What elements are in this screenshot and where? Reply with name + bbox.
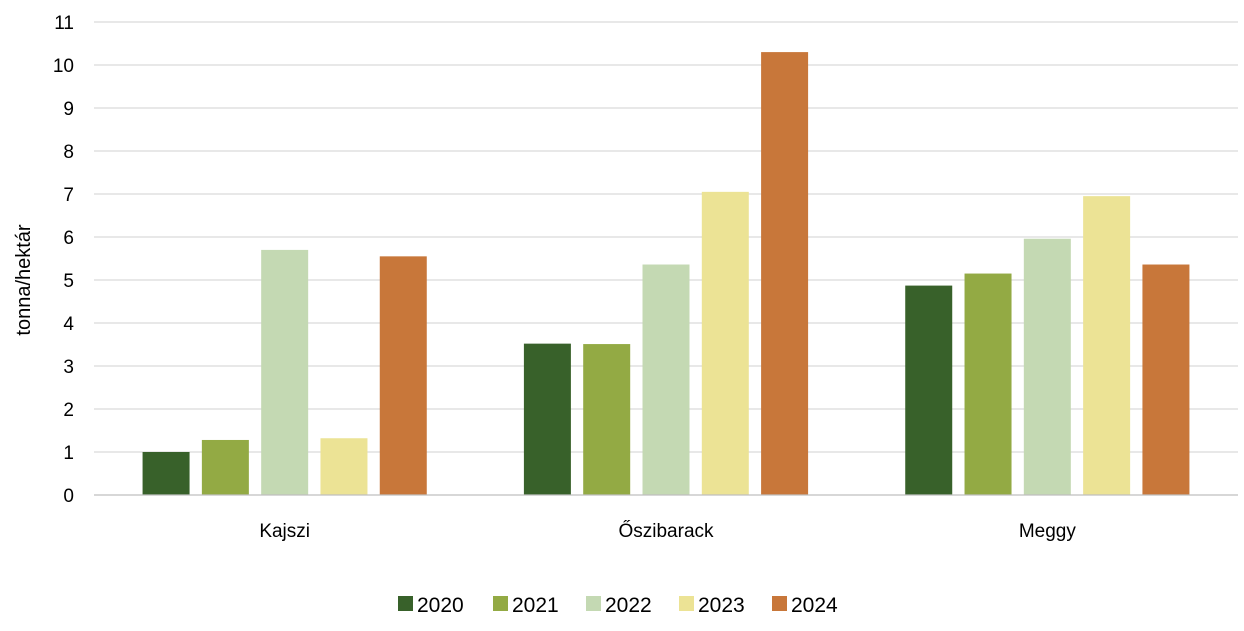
y-tick-label: 10 <box>53 56 74 77</box>
legend-label: 2022 <box>605 594 652 617</box>
legend-swatch-2023 <box>679 596 694 611</box>
bar-2021-2 <box>964 273 1012 495</box>
y-tick-label: 7 <box>63 185 74 206</box>
legend-label: 2023 <box>698 594 745 617</box>
y-axis-title: tonna/hektár <box>13 224 35 336</box>
y-tick-label: 9 <box>63 99 74 120</box>
bar-2022-0 <box>261 249 309 495</box>
bar-2023-1 <box>701 191 749 495</box>
category-labels: Kajszi Őszibarack Meggy <box>259 520 1076 542</box>
bar-2024-0 <box>379 256 427 495</box>
legend-swatch-2022 <box>586 596 601 611</box>
category-label: Kajszi <box>259 521 310 542</box>
legend: 2020 2021 2022 2023 2024 <box>398 594 838 617</box>
y-tick-label: 1 <box>63 443 74 464</box>
y-tick-label: 2 <box>63 400 74 421</box>
legend-label: 2024 <box>791 594 838 617</box>
y-tick-label: 5 <box>63 271 74 292</box>
y-tick-label: 6 <box>63 228 74 249</box>
category-label: Őszibarack <box>618 520 714 542</box>
legend-label: 2020 <box>417 594 464 617</box>
y-tick-label: 4 <box>63 314 74 335</box>
legend-swatch-2024 <box>772 596 787 611</box>
legend-swatch-2020 <box>398 596 413 611</box>
bar-2024-1 <box>761 52 809 495</box>
bar-2021-1 <box>583 344 631 495</box>
bar-2022-1 <box>642 264 690 495</box>
y-tick-label: 11 <box>54 13 74 34</box>
y-tick-label: 0 <box>63 486 74 507</box>
bar-2023-0 <box>320 438 368 495</box>
bar-2021-0 <box>201 439 249 495</box>
bar-2022-2 <box>1023 238 1071 495</box>
bars <box>142 52 1190 495</box>
category-label: Meggy <box>1019 521 1077 542</box>
bar-2020-2 <box>905 285 953 495</box>
legend-label: 2021 <box>512 594 559 617</box>
y-tick-label: 8 <box>63 142 74 163</box>
bar-2020-1 <box>523 343 571 495</box>
legend-swatch-2021 <box>493 596 508 611</box>
y-axis-ticks: 0 1 2 3 4 5 6 7 8 9 10 11 <box>53 13 75 507</box>
bar-2020-0 <box>142 452 190 495</box>
y-tick-label: 3 <box>63 357 74 378</box>
bar-2024-2 <box>1142 264 1190 495</box>
bar-2023-2 <box>1083 196 1131 495</box>
